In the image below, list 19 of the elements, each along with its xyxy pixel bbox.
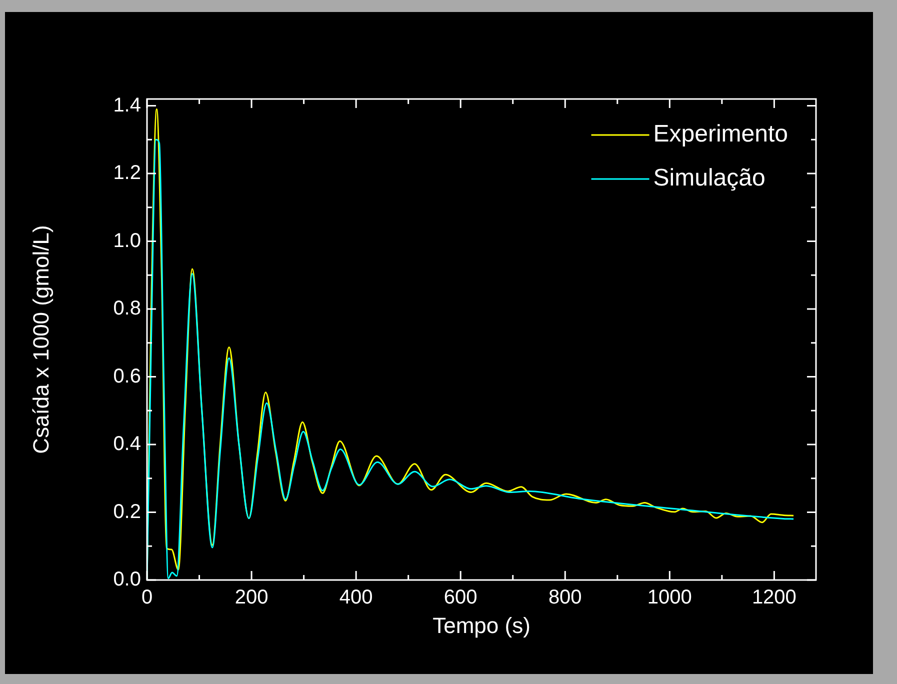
x-tick-label: 1000 (647, 586, 692, 609)
legend-label: Experimento (653, 120, 788, 148)
x-tick-label: 0 (141, 586, 153, 609)
y-tick-label: 0.4 (113, 433, 141, 456)
x-axis-title: Tempo (s) (432, 612, 530, 638)
y-tick-label: 1.4 (113, 94, 141, 116)
y-tick-label: 1.0 (113, 230, 141, 252)
x-tick-label: 600 (444, 586, 478, 609)
x-tick-label: 200 (234, 586, 268, 609)
y-tick-label: 0.2 (113, 500, 141, 523)
y-axis-title: Csaída x 1000 (gmol/L) (28, 225, 54, 454)
y-tick-label: 0.8 (113, 298, 141, 320)
x-tick-label: 1200 (752, 586, 796, 609)
y-tick-label: 0.6 (113, 365, 141, 388)
x-tick-label: 800 (548, 586, 582, 609)
y-tick-label: 1.2 (113, 162, 141, 184)
legend-label: Simulação (653, 164, 766, 192)
y-tick-label: 0.0 (113, 568, 141, 591)
x-tick-label: 400 (339, 586, 373, 609)
